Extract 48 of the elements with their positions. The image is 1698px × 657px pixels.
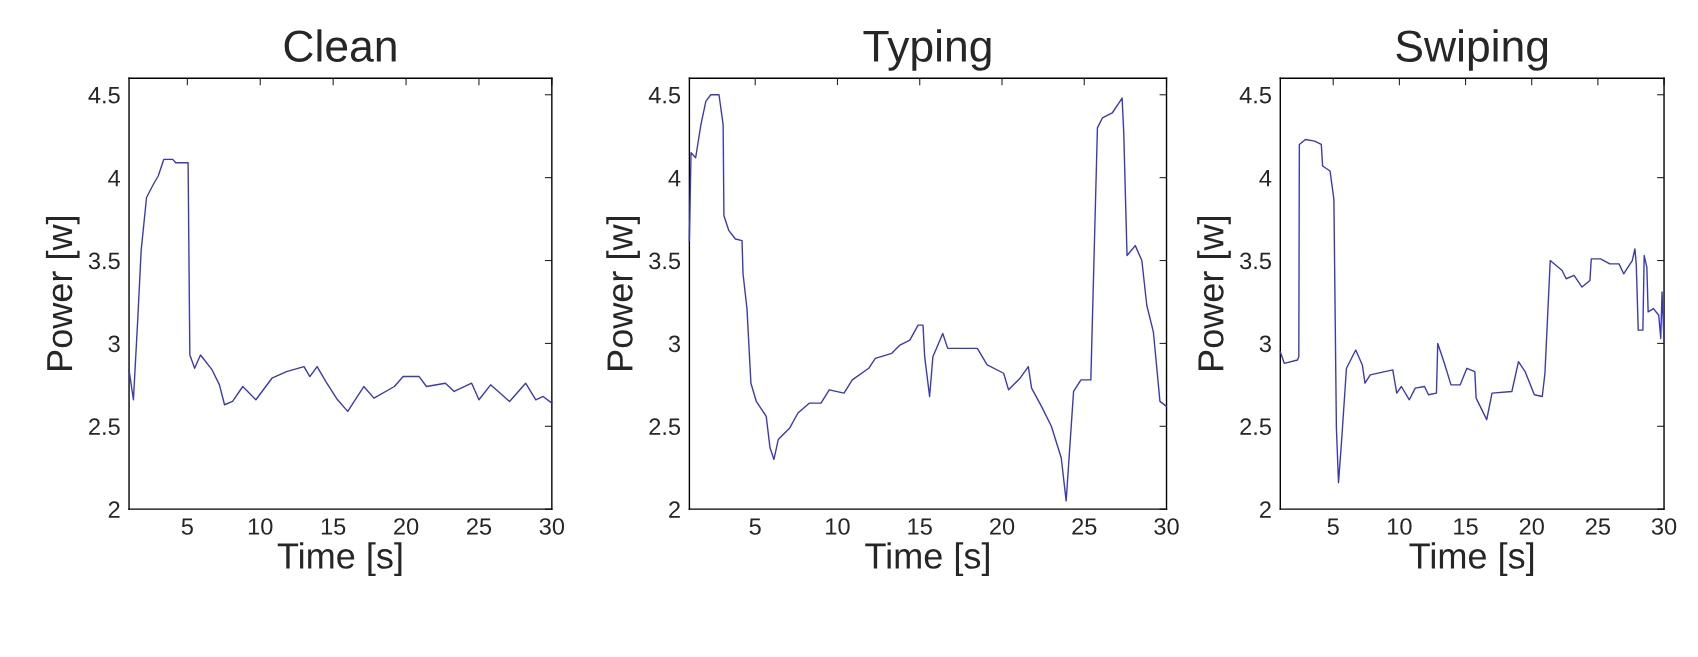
- y-tick-label: 2: [1260, 501, 1271, 518]
- x-tick-label: 5: [749, 518, 761, 535]
- x-tick-label: 10: [248, 518, 273, 535]
- x-tick-label: 5: [1327, 518, 1339, 535]
- y-tick-label: 2: [669, 501, 680, 518]
- y-tick-label: 4.5: [648, 87, 681, 104]
- x-tick-label: 15: [321, 518, 346, 535]
- x-tick-label: 10: [1388, 518, 1412, 535]
- y-tick-label: 4: [668, 169, 681, 187]
- x-tick-label: 20: [394, 518, 419, 535]
- y-tick-label: 2.5: [649, 418, 681, 436]
- x-tick-label: 15: [908, 518, 932, 535]
- x-tick-label: 5: [181, 518, 193, 535]
- y-tick-label: 2: [108, 501, 120, 518]
- y-tick-label: 3: [108, 335, 120, 353]
- chart-title: Swiping: [1396, 29, 1548, 71]
- y-axis-title: Power [w]: [45, 216, 80, 370]
- x-axis-title: Time [s]: [1409, 542, 1534, 576]
- line-series: [128, 158, 553, 413]
- line-series: [688, 94, 1168, 502]
- y-tick-label: 2.5: [89, 418, 120, 436]
- y-tick-label: 3: [1259, 335, 1271, 353]
- x-axis-title: Time [s]: [865, 542, 989, 576]
- x-tick-label: 20: [1519, 518, 1544, 535]
- y-tick-label: 3.5: [88, 252, 120, 270]
- y-tick-label: 4: [1259, 169, 1272, 187]
- y-tick-label: 4.5: [1239, 87, 1271, 104]
- x-tick-label: 30: [539, 518, 565, 535]
- x-tick-label: 30: [1154, 518, 1179, 535]
- x-axis-title: Time [s]: [277, 542, 402, 576]
- y-tick-label: 4.5: [88, 87, 120, 104]
- y-tick-label: 4: [108, 169, 121, 187]
- x-tick-label: 30: [1651, 518, 1677, 535]
- x-tick-label: 15: [1454, 518, 1478, 535]
- x-tick-label: 25: [467, 518, 492, 535]
- x-tick-label: 10: [826, 518, 850, 535]
- x-tick-label: 20: [990, 518, 1015, 535]
- x-tick-label: 25: [1585, 518, 1611, 535]
- chart-title: Typing: [863, 29, 991, 71]
- y-tick-label: 3: [668, 335, 681, 353]
- y-tick-label: 3.5: [649, 252, 681, 270]
- y-axis-title: Power [w]: [1197, 216, 1231, 370]
- y-axis-title: Power [w]: [606, 216, 640, 370]
- line-series: [1279, 138, 1665, 484]
- x-tick-label: 25: [1072, 518, 1097, 535]
- y-tick-label: 3.5: [1240, 252, 1271, 270]
- y-tick-label: 2.5: [1240, 418, 1271, 436]
- chart-title: Clean: [284, 29, 396, 62]
